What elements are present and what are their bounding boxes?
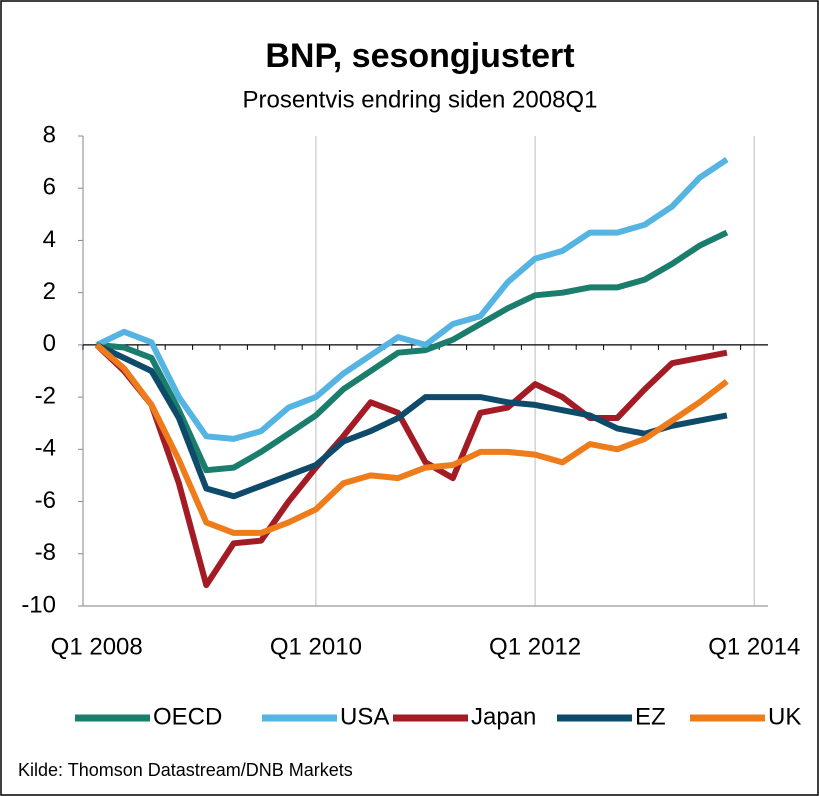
y-tick-label: -6 [35, 487, 56, 514]
x-tick-label: Q1 2008 [51, 633, 143, 660]
y-tick-label: -10 [21, 591, 56, 618]
y-tick-label: 4 [43, 226, 56, 253]
series-line [95, 342, 728, 500]
legend-label: Japan [471, 703, 536, 730]
y-tick-label: 0 [43, 330, 56, 357]
legend-label: EZ [635, 703, 666, 730]
y-tick-label: -4 [35, 435, 56, 462]
series-line [95, 157, 729, 442]
series-line [94, 342, 728, 589]
chart-title: BNP, sesongjustert [265, 37, 574, 75]
source: Kilde: Thomson Datastream/DNB Markets [18, 760, 353, 780]
series-line [96, 229, 729, 474]
x-tick-label: Q1 2014 [708, 633, 800, 660]
y-tick-label: -8 [35, 539, 56, 566]
y-tick-label: 6 [43, 174, 56, 201]
y-tick-label: 2 [43, 278, 56, 305]
y-tick-label: 8 [43, 121, 56, 148]
legend-label: OECD [153, 703, 222, 730]
legend-label: USA [340, 703, 389, 730]
y-tick-label: -2 [35, 382, 56, 409]
x-tick-label: Q1 2010 [270, 633, 362, 660]
x-tick-label: Q1 2012 [489, 633, 581, 660]
chart-subtitle: Prosentvis endring siden 2008Q1 [243, 86, 598, 113]
legend-label: UK [768, 703, 801, 730]
series-line [94, 342, 729, 536]
